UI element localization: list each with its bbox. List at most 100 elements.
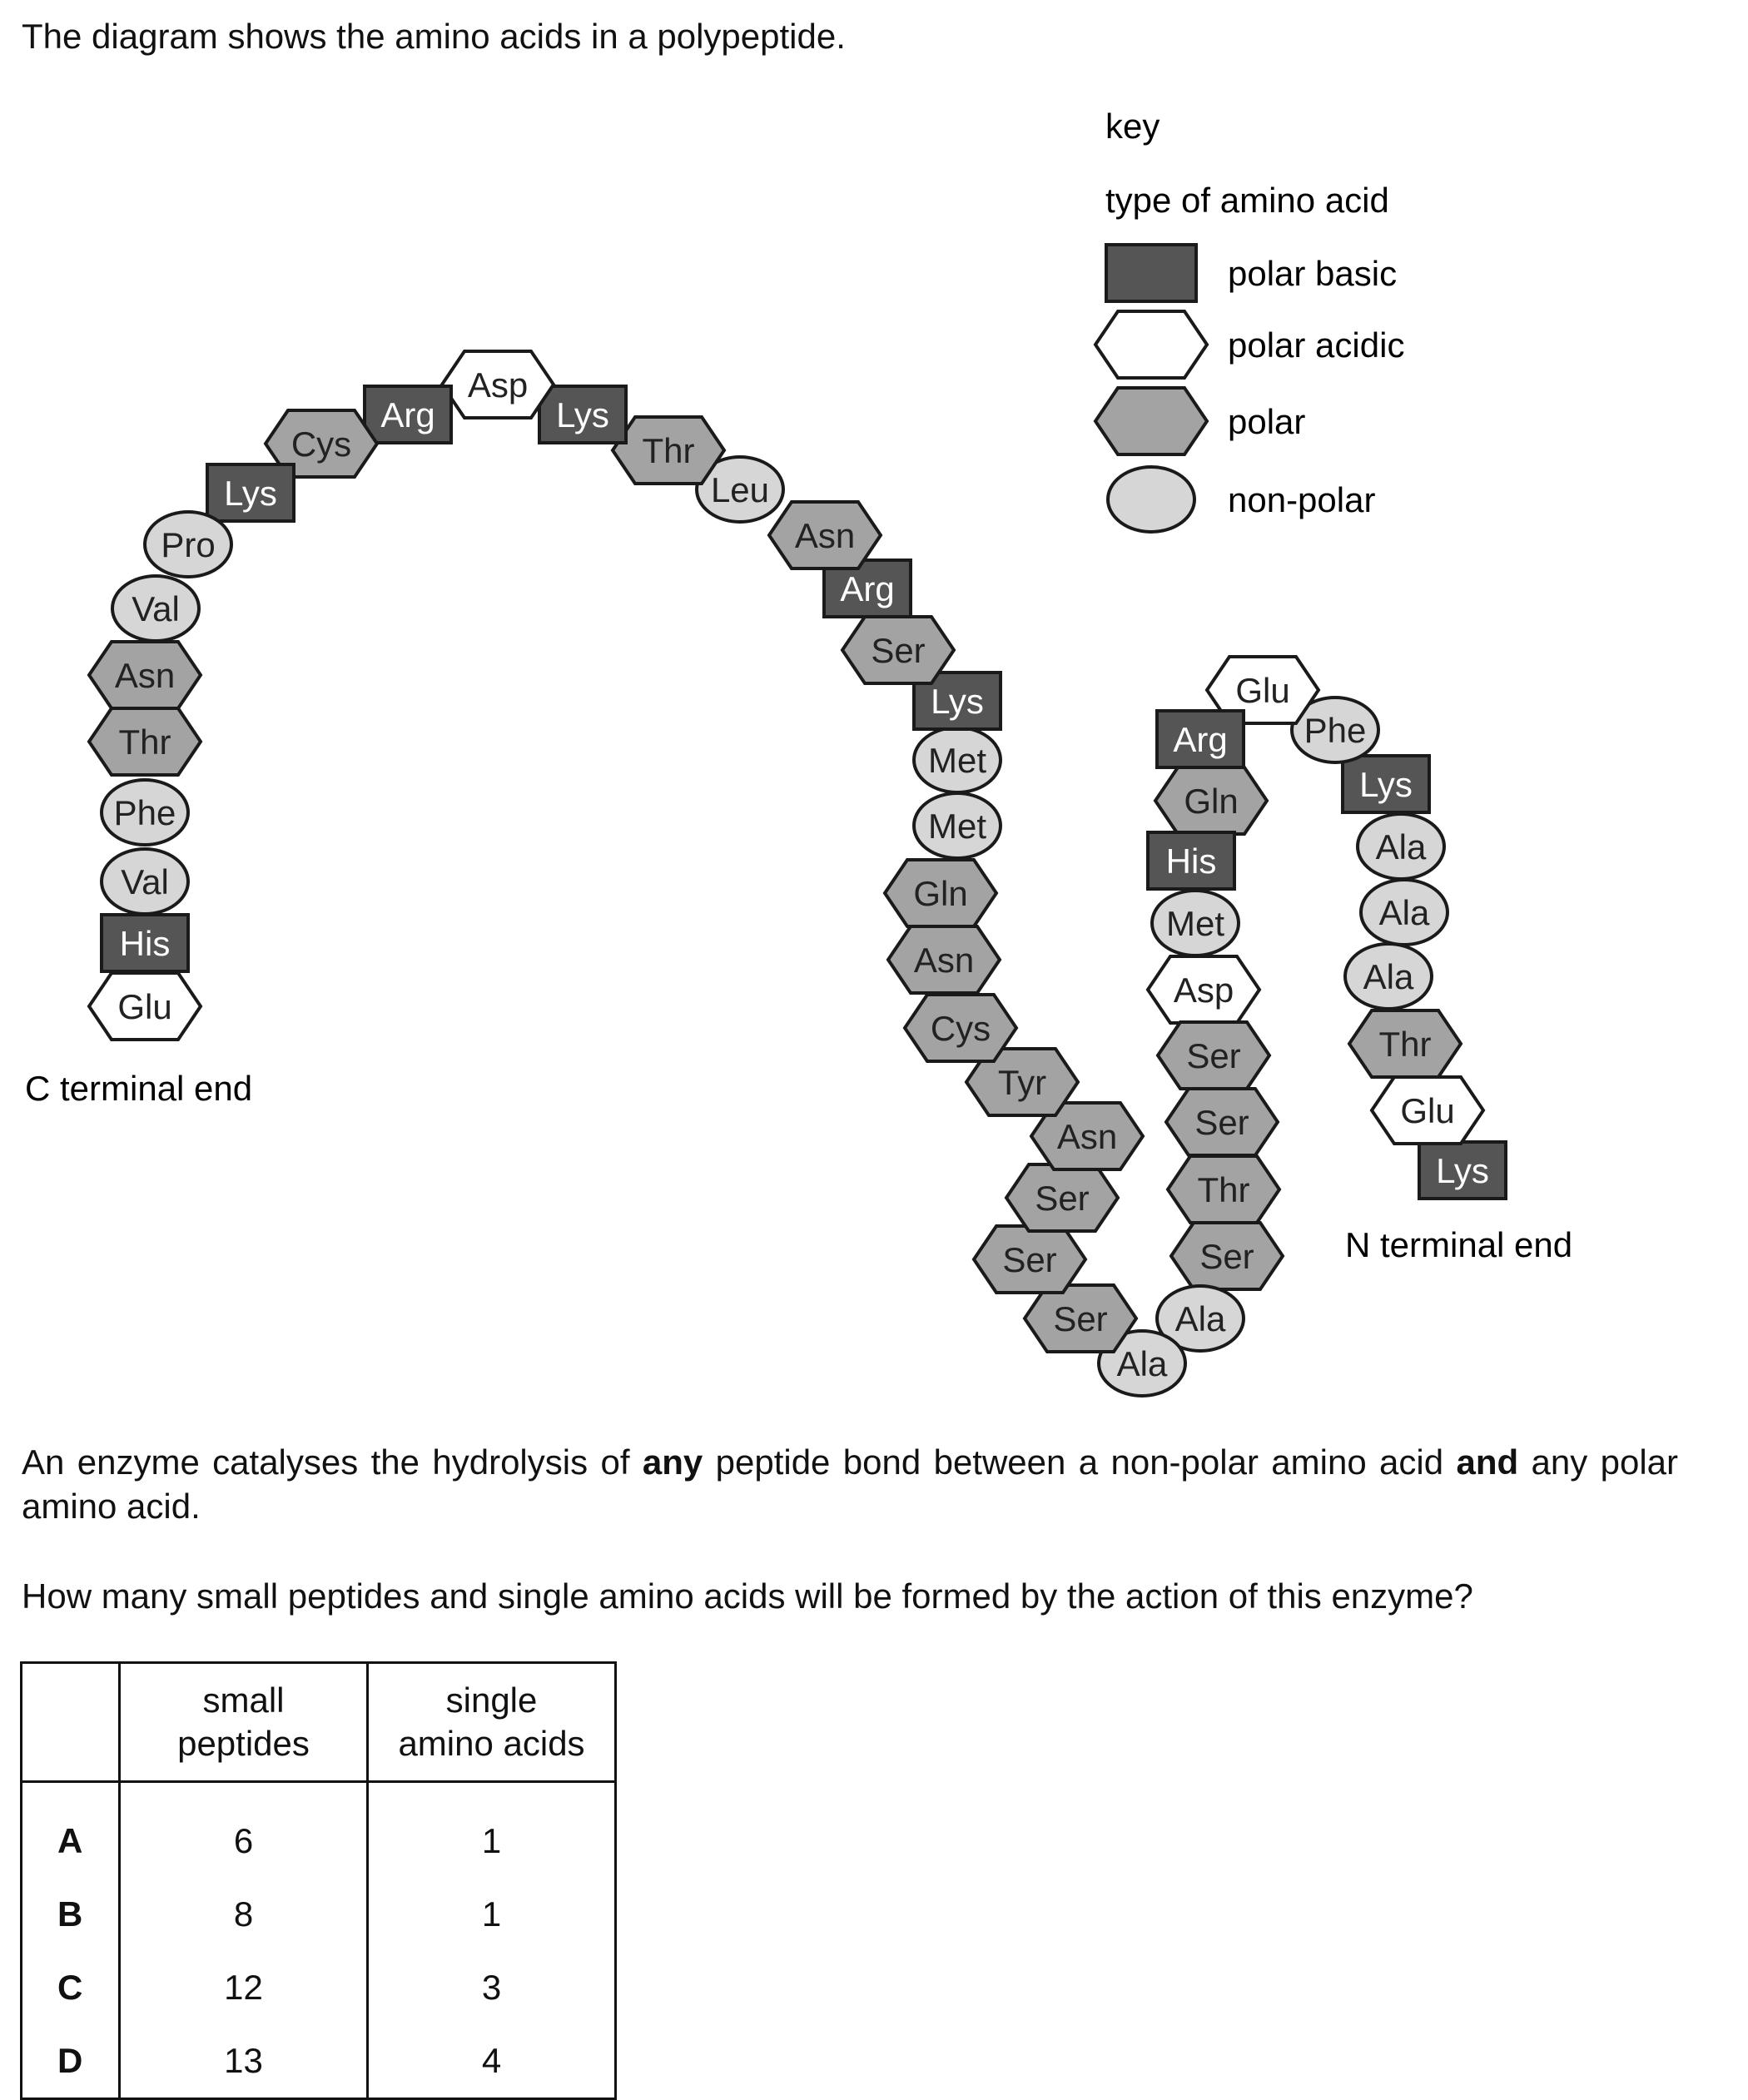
header-line: single xyxy=(445,1680,538,1720)
residue-label: Thr xyxy=(1379,1025,1432,1064)
residue-shape-basic xyxy=(1155,709,1245,769)
option-letter: B xyxy=(20,1878,121,1951)
residue: Asn xyxy=(767,500,883,570)
header-line: peptides xyxy=(177,1724,310,1763)
residue-shape-nonpolar xyxy=(695,455,785,524)
residue-shape-basic xyxy=(1146,831,1236,891)
residue-label: Asn xyxy=(1057,1117,1117,1156)
table-row: D 13 4 xyxy=(20,2024,617,2100)
residue-shape-polar xyxy=(1347,1009,1463,1079)
residue-label: Gln xyxy=(1184,782,1238,821)
residue: Thr xyxy=(1347,1009,1463,1079)
residue: Asp xyxy=(1145,955,1262,1025)
residue-label: Tyr xyxy=(998,1063,1046,1102)
residue-shape-basic xyxy=(912,671,1002,731)
residue: Glu xyxy=(87,971,203,1041)
key-swatch-polar-basic xyxy=(1105,243,1198,303)
answer-table: small peptides single amino acids A 6 1 … xyxy=(20,1661,617,2100)
residue-shape-basic xyxy=(206,463,295,523)
residue: Cys xyxy=(902,993,1019,1063)
residue-label: His xyxy=(1166,841,1217,881)
residue-shape-nonpolar xyxy=(1155,1284,1245,1353)
table-row: A 6 1 xyxy=(20,1781,617,1878)
residue: Val xyxy=(111,574,201,643)
residue-label: Asn xyxy=(115,656,175,695)
residue-label: Lys xyxy=(931,682,984,721)
residue: Val xyxy=(100,847,190,916)
paragraph-part3: any polar amino acid. xyxy=(22,1442,1679,1526)
residue: Thr xyxy=(87,707,203,777)
small-peptides-value: 8 xyxy=(118,1878,369,1951)
key-label: polar basic xyxy=(1228,254,1397,293)
residue-label: Asp xyxy=(468,365,528,405)
residue-shape-polar xyxy=(1004,1163,1120,1233)
residue: Lys xyxy=(912,671,1002,731)
residue: Thr xyxy=(610,415,727,485)
key-label: polar acidic xyxy=(1228,325,1404,365)
intro-text: The diagram shows the amino acids in a p… xyxy=(22,17,846,56)
residue-label: Lys xyxy=(224,474,277,513)
residue-label: Lys xyxy=(556,395,609,434)
residue: Thr xyxy=(1165,1154,1282,1224)
key-subtitle: type of amino acid xyxy=(1105,181,1389,220)
residue-label: Ser xyxy=(1053,1299,1107,1338)
residue-shape-basic xyxy=(538,385,628,444)
polypeptide-diagram: key type of amino acid polar basic polar … xyxy=(25,107,1572,1398)
residue: Cys xyxy=(263,409,380,479)
residue-label: His xyxy=(120,924,171,963)
residue-shape-nonpolar xyxy=(1290,696,1380,764)
residue: Lys xyxy=(1418,1140,1507,1200)
residue-shape-polar xyxy=(1164,1087,1280,1157)
residue: Asn xyxy=(87,640,203,710)
residue-label: Val xyxy=(132,589,180,628)
table-header-single-amino-acids: single amino acids xyxy=(366,1661,617,1783)
residue-shape-polar xyxy=(971,1224,1088,1294)
residue-shape-nonpolar xyxy=(143,510,233,578)
residue-label: Lys xyxy=(1436,1151,1489,1190)
residue-label: Leu xyxy=(711,470,769,509)
table-header-blank xyxy=(20,1661,121,1783)
residue-label: Ser xyxy=(1035,1179,1089,1218)
residue-shape-polar xyxy=(767,500,883,570)
residue-label: Ser xyxy=(1199,1237,1254,1276)
residue: Arg xyxy=(363,385,453,444)
key-label: polar xyxy=(1228,402,1305,441)
residue-label: Thr xyxy=(119,722,171,762)
residue-label: Ser xyxy=(1002,1240,1056,1279)
residue: Ser xyxy=(1169,1221,1285,1291)
residue-label: Cys xyxy=(931,1009,991,1048)
polypeptide-chain: LysGluThrAlaAlaAlaLysPheGluArgGlnHisMetA… xyxy=(87,350,1507,1398)
residue-label: Asn xyxy=(914,941,974,980)
small-peptides-value: 13 xyxy=(118,2024,369,2100)
residue: Asp xyxy=(439,350,556,420)
residue: Gln xyxy=(1153,766,1269,836)
residue-shape-basic xyxy=(363,385,453,444)
residue: Ala xyxy=(1359,878,1449,946)
residue: Ala xyxy=(1097,1329,1187,1398)
residue: Ser xyxy=(1004,1163,1120,1233)
residue: His xyxy=(100,913,190,973)
paragraph-bold-any: any xyxy=(642,1442,703,1482)
residue-label: Ala xyxy=(1363,957,1414,996)
option-letter: D xyxy=(20,2024,121,2100)
residue-shape-polar xyxy=(87,707,203,777)
single-amino-acids-value: 3 xyxy=(366,1951,617,2024)
residue: Ser xyxy=(1022,1283,1139,1353)
residue: Arg xyxy=(1155,709,1245,769)
residue: Asn xyxy=(886,925,1002,995)
single-amino-acids-value: 1 xyxy=(366,1878,617,1951)
residue: Asn xyxy=(1029,1101,1145,1171)
residue: Ser xyxy=(840,615,956,685)
residue-label: Glu xyxy=(1400,1091,1454,1130)
residue-label: Ser xyxy=(1194,1103,1249,1142)
residue-shape-basic xyxy=(1341,754,1431,814)
residue-label: Arg xyxy=(1173,720,1227,759)
residue-label: Arg xyxy=(380,395,435,434)
residue: Ala xyxy=(1356,812,1446,881)
residue-label: Ala xyxy=(1379,893,1430,932)
residue: Lys xyxy=(206,463,295,523)
key-swatch-polar-acidic xyxy=(1093,310,1209,380)
residue-shape-acidic xyxy=(1145,955,1262,1025)
residue: Lys xyxy=(1341,754,1431,814)
residue-label: Glu xyxy=(117,987,171,1026)
